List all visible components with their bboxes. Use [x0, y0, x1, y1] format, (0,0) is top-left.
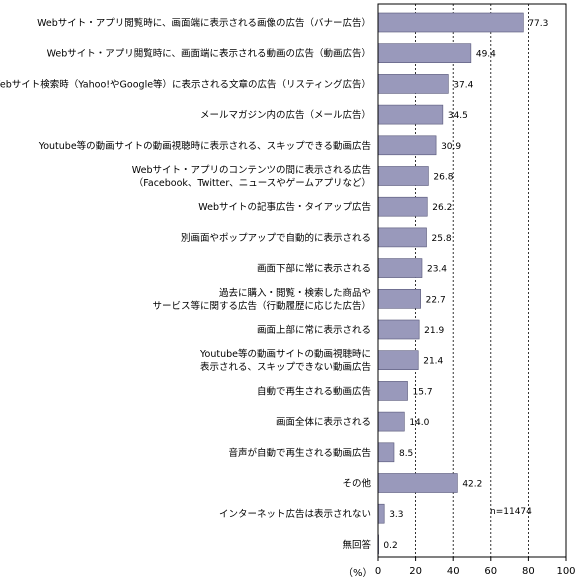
bar [377, 12, 524, 33]
category-label: 画面全体に表示される [276, 416, 371, 428]
bar [377, 74, 449, 94]
value-label: 21.9 [424, 326, 444, 336]
value-label: 15.7 [413, 387, 433, 397]
x-tick-label: 60 [484, 566, 497, 577]
category-label: Webサイト・アプリ閲覧時に、画面端に表示される動画の広告（動画広告） [47, 48, 371, 60]
x-tick-label: 100 [556, 566, 575, 577]
category-label: Webサイト検索時（Yahoo!やGoogle等）に表示される文章の広告（リステ… [0, 78, 371, 90]
category-label: Youtube等の動画サイトの動画視聴時に表示される、スキップできる動画広告 [38, 140, 371, 152]
category-label: メールマガジン内の広告（メール広告） [200, 109, 371, 121]
category-label: 別画面やポップアップで自動的に表示される [181, 232, 371, 244]
bar [377, 288, 421, 309]
gridlines [415, 4, 529, 557]
value-label: 37.4 [453, 80, 473, 90]
value-label: 42.2 [462, 480, 482, 490]
value-label: 30.9 [441, 142, 461, 152]
x-axis: 0 20 40 60 80 100 [375, 3, 576, 577]
value-label: 8.5 [399, 449, 413, 459]
value-label: 49.4 [476, 50, 496, 60]
category-label: 画面下部に常に表示される [257, 263, 371, 275]
bar [377, 381, 408, 401]
bar [377, 473, 458, 493]
category-label: その他 [342, 478, 371, 490]
value-label: 25.8 [432, 234, 452, 244]
category-label: 自動で再生される動画広告 [257, 385, 371, 397]
plot-frame [377, 3, 567, 558]
value-label: 14.0 [409, 418, 429, 428]
bar [377, 442, 395, 463]
value-label: 22.7 [426, 295, 446, 305]
bar [377, 350, 419, 371]
value-label: 77.3 [528, 19, 548, 29]
bar [377, 43, 472, 64]
category-label: Youtube等の動画サイトの動画視聴時に [199, 348, 371, 360]
x-tick-label: 0 [375, 566, 381, 577]
category-label: サービス等に関する広告（行動履歴に応じた広告） [152, 300, 371, 312]
x-tick-label: 80 [522, 566, 535, 577]
category-label: Webサイト・アプリ閲覧時に、画面端に表示される画像の広告（バナー広告） [37, 17, 371, 29]
x-tick-label: 40 [447, 566, 460, 577]
category-label: 無回答 [342, 539, 371, 551]
bar [377, 227, 427, 248]
category-label: インターネット広告は表示されない [219, 508, 371, 520]
value-label: 26.8 [433, 173, 453, 183]
bar [377, 166, 429, 186]
category-label: 過去に購入・閲覧・検索した商品や [219, 287, 371, 299]
value-labels: 77.3 49.4 37.4 34.5 30.9 26.8 26.2 25.8 23.4 22.7… [383, 19, 548, 551]
x-tick-label: 20 [409, 566, 422, 577]
value-label: 3.3 [389, 510, 403, 520]
category-label: 音声が自動で再生される動画広告 [228, 447, 371, 459]
value-label: 34.5 [448, 111, 468, 121]
x-axis-unit-label: （%） [343, 567, 373, 579]
category-label: 表示される、スキップできない動画広告 [200, 361, 371, 373]
bar [377, 104, 444, 125]
bar [377, 319, 420, 340]
bar [377, 503, 385, 524]
bar [377, 135, 437, 156]
value-label: 26.2 [432, 203, 452, 213]
bar [377, 411, 405, 432]
value-label: 21.4 [423, 357, 443, 367]
bars [377, 12, 524, 555]
bar [377, 196, 428, 217]
category-label: 画面上部に常に表示される [257, 324, 371, 336]
category-label: （Facebook、Twitter、ニュースやゲームアプリなど） [134, 177, 371, 189]
category-label: Webサイト・アプリのコンテンツの間に表示される広告 [132, 164, 371, 176]
category-labels: Webサイト・アプリ閲覧時に、画面端に表示される画像の広告（バナー広告） Webサ… [0, 17, 371, 551]
category-label: Webサイトの記事広告・タイアップ広告 [198, 201, 371, 213]
sample-size-note: n=11474 [490, 507, 532, 517]
bar [377, 258, 423, 278]
value-label: 0.2 [383, 541, 397, 551]
value-label: 23.4 [427, 265, 447, 275]
